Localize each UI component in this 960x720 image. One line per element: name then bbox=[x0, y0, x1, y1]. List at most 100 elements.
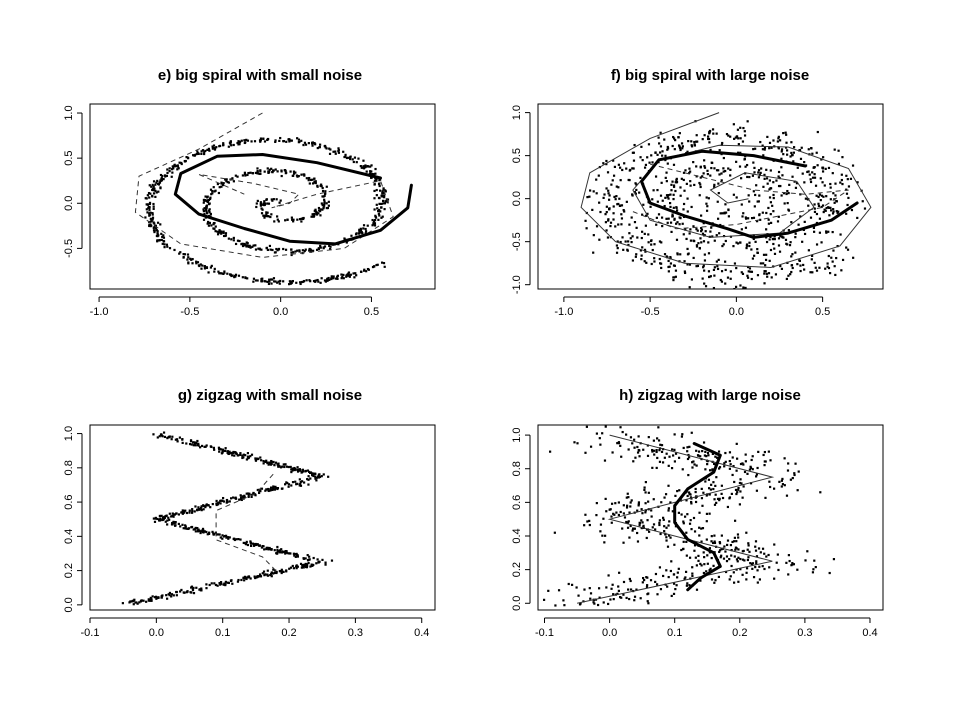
data-point bbox=[298, 249, 301, 252]
data-point bbox=[764, 264, 767, 267]
data-point bbox=[674, 275, 677, 278]
data-point bbox=[185, 442, 188, 445]
data-point bbox=[254, 576, 257, 580]
data-point bbox=[707, 487, 711, 490]
data-point bbox=[220, 185, 223, 188]
data-point bbox=[285, 570, 288, 573]
data-point bbox=[695, 245, 699, 248]
data-point bbox=[618, 197, 621, 200]
data-point bbox=[616, 240, 619, 243]
data-point bbox=[212, 222, 216, 225]
data-point bbox=[236, 239, 240, 242]
data-point bbox=[670, 183, 673, 186]
data-point bbox=[695, 228, 698, 231]
data-point bbox=[755, 184, 758, 187]
data-point bbox=[319, 244, 322, 248]
data-point bbox=[736, 533, 740, 536]
data-point bbox=[599, 523, 603, 526]
data-point bbox=[640, 236, 643, 240]
data-point bbox=[761, 211, 764, 214]
data-point bbox=[287, 465, 290, 469]
data-point bbox=[667, 524, 670, 527]
data-point bbox=[244, 174, 247, 177]
data-point bbox=[689, 228, 692, 231]
data-point bbox=[647, 602, 650, 605]
data-point bbox=[269, 215, 272, 219]
data-point bbox=[786, 153, 789, 156]
data-point bbox=[326, 206, 330, 210]
data-point bbox=[773, 247, 776, 250]
data-point bbox=[723, 465, 726, 468]
data-point bbox=[747, 556, 750, 559]
data-point bbox=[663, 496, 666, 499]
data-point bbox=[619, 510, 622, 514]
data-point bbox=[742, 126, 745, 130]
data-point bbox=[777, 146, 780, 149]
data-point bbox=[260, 248, 263, 251]
data-point bbox=[275, 198, 278, 201]
data-point bbox=[722, 167, 725, 170]
data-point bbox=[669, 205, 672, 209]
data-point bbox=[233, 454, 236, 457]
data-point bbox=[721, 496, 725, 500]
data-point bbox=[286, 218, 289, 221]
data-point bbox=[705, 538, 708, 541]
data-point bbox=[627, 496, 630, 499]
data-point bbox=[714, 455, 717, 458]
data-point bbox=[812, 226, 816, 229]
data-point bbox=[272, 198, 275, 201]
data-point bbox=[197, 152, 200, 156]
data-point bbox=[381, 192, 384, 195]
data-point bbox=[234, 273, 238, 276]
data-point bbox=[161, 518, 164, 521]
data-point bbox=[170, 515, 173, 518]
data-point bbox=[661, 199, 664, 202]
data-point bbox=[313, 214, 316, 217]
data-point bbox=[264, 489, 267, 492]
data-point bbox=[238, 143, 241, 146]
data-point bbox=[152, 180, 156, 183]
data-point bbox=[261, 572, 264, 575]
data-point bbox=[833, 148, 836, 151]
data-point bbox=[623, 210, 626, 213]
data-point bbox=[317, 247, 320, 250]
data-point bbox=[173, 513, 176, 516]
data-point bbox=[724, 169, 727, 173]
data-point bbox=[292, 218, 295, 221]
data-point bbox=[701, 138, 704, 141]
data-point bbox=[204, 199, 207, 202]
data-point bbox=[817, 195, 820, 199]
data-point bbox=[260, 487, 264, 490]
data-point bbox=[263, 203, 266, 206]
data-point bbox=[159, 173, 163, 177]
y-axis: 0.00.20.40.60.81.0 bbox=[511, 427, 531, 611]
data-point bbox=[669, 262, 673, 265]
data-point bbox=[196, 526, 199, 530]
y-tick-label: 0.8 bbox=[511, 461, 523, 476]
data-point bbox=[363, 166, 366, 169]
data-point bbox=[576, 442, 579, 445]
data-point bbox=[686, 513, 689, 516]
data-point bbox=[654, 572, 658, 576]
data-point bbox=[168, 247, 172, 250]
data-point bbox=[208, 211, 211, 214]
data-point bbox=[641, 230, 644, 233]
data-point bbox=[380, 206, 383, 209]
data-point bbox=[153, 596, 157, 599]
data-point bbox=[677, 511, 681, 514]
data-point bbox=[700, 241, 703, 244]
data-point bbox=[660, 262, 663, 265]
data-point bbox=[627, 520, 630, 523]
data-point bbox=[846, 248, 850, 251]
data-point bbox=[708, 493, 711, 496]
data-point bbox=[819, 199, 822, 202]
data-point bbox=[597, 587, 601, 590]
data-point bbox=[296, 137, 299, 140]
data-point bbox=[373, 197, 376, 200]
data-point bbox=[268, 244, 272, 248]
data-point bbox=[319, 246, 322, 249]
data-point bbox=[187, 262, 190, 265]
data-point bbox=[639, 156, 642, 159]
data-point bbox=[824, 267, 827, 270]
data-point bbox=[234, 242, 238, 246]
